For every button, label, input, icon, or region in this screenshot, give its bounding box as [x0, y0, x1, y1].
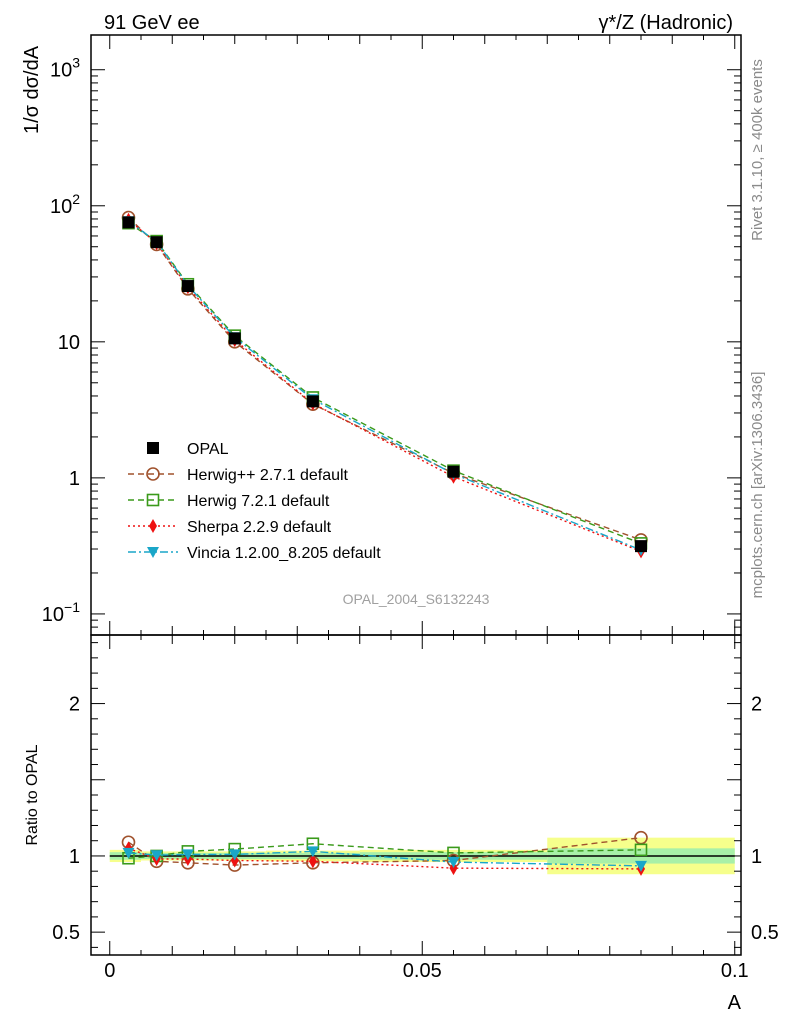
legend-marker-opal [147, 442, 159, 454]
ratio-vincia-point-1 [150, 850, 163, 862]
legend-marker-herwig7 [146, 493, 160, 507]
ratio-y-tick-label-right: 0.5 [751, 922, 779, 944]
legend-marker-sherpa [149, 519, 157, 533]
axes: 0 0.05 0.1 10−1 1 10 102 103 0.5 0.5 1 1 2 2 [42, 34, 779, 982]
ratio-y-tick-label-right: 2 [751, 694, 762, 716]
ratio-sherpa-point-3 [230, 853, 239, 868]
main-opal-point-0 [122, 216, 135, 229]
main-opal-point-2 [181, 280, 194, 293]
ratio-sherpa-point-5 [449, 861, 458, 876]
ratio-panel [121, 830, 648, 876]
ratio-y-tick-label-left: 0.5 [52, 922, 80, 944]
main-y-tick-label: 103 [50, 55, 80, 82]
legend-label-herwig7: Herwig 7.2.1 default [187, 493, 330, 510]
ratio-sherpa-point-4 [308, 854, 317, 869]
ratio-y-tick-label-left: 1 [69, 846, 80, 868]
main-y-tick-label: 10−1 [42, 599, 80, 626]
rivet-version-label: Rivet 3.1.10, ≥ 400k events [749, 59, 766, 241]
header-left-label: 91 GeV ee [104, 12, 200, 34]
main-panel [121, 210, 648, 559]
ratio-herwig7-line [128, 843, 642, 859]
ratio-frame [90, 634, 742, 956]
legend-label-sherpa: Sherpa 2.2.9 default [187, 519, 332, 536]
ratio-y-tick-label-left: 2 [69, 694, 80, 716]
ratio-vincia-point-0 [122, 847, 135, 859]
main-herwigpp-line [128, 216, 642, 541]
header-right-label: γ*/Z (Hadronic) [599, 12, 733, 34]
main-opal-point-5 [447, 465, 460, 478]
legend-marker-vincia [147, 547, 159, 558]
legend-label-opal: OPAL [187, 441, 229, 458]
main-y-tick-label: 10 [58, 332, 80, 354]
ratio-vincia-point-3 [228, 849, 241, 861]
ratio-vincia-point-2 [181, 849, 194, 861]
main-opal-point-6 [635, 540, 647, 553]
x-tick-label: 0.05 [403, 960, 442, 982]
legend-label-herwigpp: Herwig++ 2.7.1 default [187, 467, 349, 484]
ratio-herwig7-point-6 [634, 843, 648, 857]
mcplots-source-label: mcplots.cern.ch [arXiv:1306.3436] [749, 372, 766, 599]
main-opal-point-1 [150, 236, 163, 249]
x-axis-title: A [728, 992, 742, 1014]
main-y-tick-label: 102 [50, 191, 80, 218]
ratio-y-axis-title: Ratio to OPAL [24, 744, 41, 845]
main-y-tick-label: 1 [69, 468, 80, 490]
analysis-watermark: OPAL_2004_S6132243 [343, 591, 490, 607]
ratio-y-tick-label-right: 1 [751, 846, 762, 868]
x-tick-label: 0.1 [721, 960, 749, 982]
x-tick-label: 0 [104, 960, 115, 982]
legend: OPAL Herwig++ 2.7.1 default Herwig 7.2.1 d… [128, 441, 381, 562]
legend-marker-herwigpp [146, 467, 160, 481]
ratio-vincia-point-4 [306, 846, 319, 858]
ratio-vincia-point-5 [447, 857, 460, 869]
main-opal-point-4 [306, 395, 319, 408]
legend-label-vincia: Vincia 1.2.00_8.205 default [187, 545, 381, 562]
ratio-vincia-point-6 [635, 860, 647, 872]
main-y-axis-title: 1/σ dσ/dA [21, 45, 43, 134]
main-opal-point-3 [228, 332, 241, 345]
